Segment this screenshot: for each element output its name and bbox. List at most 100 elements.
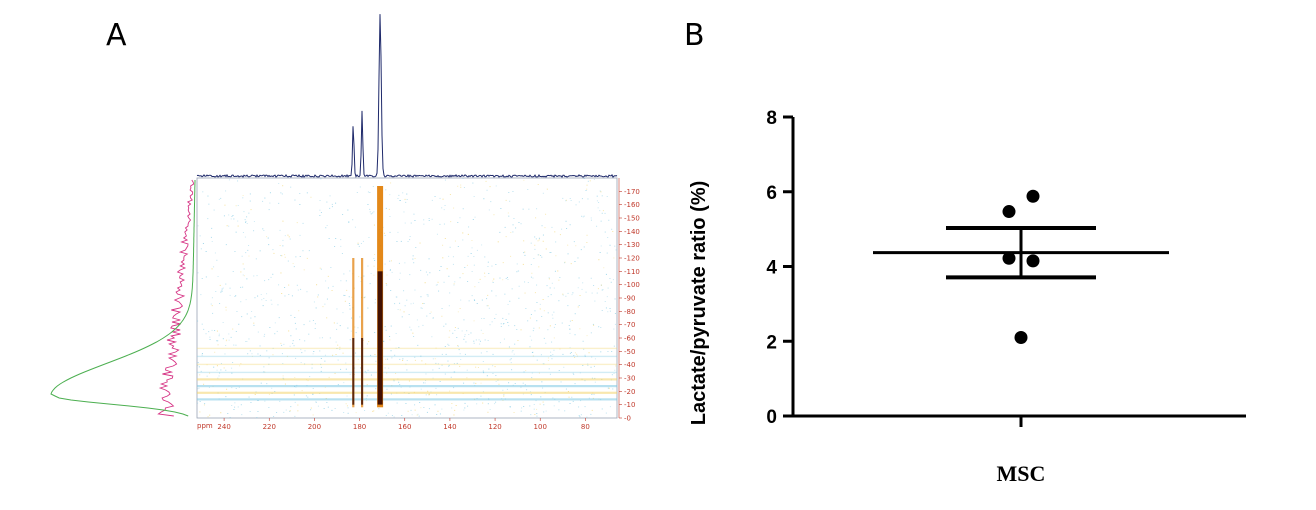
nmr-noise-dot: [500, 208, 502, 209]
nmr-noise-dot: [480, 352, 482, 354]
nmr-noise-dot: [231, 367, 233, 369]
nmr-noise-dot: [210, 236, 212, 238]
nmr-heatmap-chart: 240 220 200 180 160 140 120 100 80 -0 -10 -20 -30 -4…: [50, 14, 640, 431]
nmr-noise-dot: [569, 224, 571, 226]
nmr-noise-dot: [560, 381, 562, 383]
nmr-noise-dot: [447, 343, 449, 345]
nmr-noise-dot: [547, 360, 549, 361]
nmr-noise-dot: [384, 235, 386, 236]
nmr-noise-dot: [330, 267, 332, 268]
nmr-x-tick-label: 120: [488, 423, 501, 431]
nmr-noise-dot: [550, 355, 552, 356]
nmr-noise-dot: [609, 310, 611, 312]
nmr-noise-dot: [424, 282, 426, 284]
nmr-noise-dot: [391, 271, 393, 273]
nmr-noise-dot: [386, 388, 388, 390]
nmr-noise-dot: [364, 296, 366, 298]
nmr-noise-dot: [308, 250, 310, 252]
nmr-noise-dot: [508, 346, 510, 348]
nmr-noise-dot: [399, 302, 401, 304]
nmr-noise-dot: [487, 411, 489, 413]
nmr-noise-dot: [230, 336, 232, 338]
nmr-noise-dot: [435, 347, 437, 349]
nmr-noise-dot: [235, 344, 237, 346]
nmr-noise-dot: [509, 300, 511, 302]
nmr-noise-dot: [514, 343, 516, 345]
nmr-noise-dot: [607, 351, 609, 352]
nmr-noise-band: [197, 398, 617, 401]
nmr-noise-dot: [428, 394, 430, 396]
nmr-noise-dot: [403, 211, 405, 213]
nmr-y-tick-label: -50: [624, 348, 635, 356]
nmr-noise-dot: [470, 253, 472, 254]
nmr-noise-dot: [542, 401, 544, 403]
nmr-noise-dot: [220, 363, 222, 364]
nmr-noise-dot: [600, 220, 602, 222]
nmr-noise-dot: [220, 197, 222, 199]
nmr-noise-dot: [573, 355, 575, 356]
nmr-noise-dot: [541, 381, 543, 383]
nmr-noise-dot: [319, 267, 321, 269]
nmr-y-tick-label: -0: [624, 415, 631, 423]
nmr-noise-dot: [484, 256, 486, 258]
nmr-noise-dot: [458, 349, 460, 351]
nmr-noise-dot: [257, 331, 259, 333]
nmr-noise-dot: [394, 354, 396, 356]
nmr-noise-dot: [383, 232, 385, 234]
nmr-noise-dot: [558, 409, 560, 411]
nmr-noise-dot: [511, 369, 513, 371]
nmr-noise-dot: [484, 339, 486, 341]
nmr-noise-dot: [614, 313, 616, 314]
nmr-noise-dot: [575, 245, 577, 247]
nmr-noise-dot: [495, 313, 497, 315]
nmr-noise-dot: [235, 205, 237, 207]
nmr-noise-dot: [259, 345, 261, 347]
nmr-noise-dot: [594, 300, 596, 302]
nmr-noise-dot: [247, 353, 249, 355]
nmr-noise-dot: [200, 294, 202, 296]
nmr-noise-dot: [586, 188, 588, 190]
nmr-noise-dot: [591, 393, 593, 395]
nmr-noise-dot: [518, 222, 520, 223]
nmr-noise-dot: [457, 246, 459, 247]
nmr-noise-dot: [320, 268, 322, 270]
nmr-noise-dot: [613, 328, 615, 330]
nmr-noise-dot: [437, 410, 439, 412]
nmr-noise-dot: [263, 366, 265, 368]
nmr-noise-dot: [295, 357, 297, 359]
nmr-noise-dot: [198, 387, 200, 389]
nmr-noise-dot: [263, 298, 265, 299]
nmr-noise-dot: [473, 264, 475, 266]
nmr-noise-dot: [268, 407, 270, 408]
nmr-noise-dot: [474, 216, 476, 218]
nmr-noise-dot: [401, 415, 403, 416]
nmr-noise-dot: [542, 234, 544, 236]
nmr-noise-dot: [312, 320, 314, 321]
nmr-noise-dot: [396, 402, 398, 404]
nmr-noise-dot: [596, 195, 598, 197]
nmr-noise-dot: [582, 365, 584, 366]
nmr-noise-dot: [587, 180, 589, 182]
nmr-noise-dot: [509, 200, 511, 202]
nmr-noise-dot: [315, 307, 317, 309]
nmr-noise-dot: [523, 371, 525, 373]
nmr-noise-dot: [266, 236, 268, 238]
nmr-noise-dot: [535, 217, 537, 219]
nmr-noise-dot: [391, 357, 393, 359]
nmr-noise-dot: [372, 212, 374, 214]
nmr-noise-dot: [220, 369, 222, 371]
nmr-noise-dot: [427, 274, 429, 276]
nmr-noise-dot: [466, 369, 468, 371]
nmr-noise-dot: [310, 196, 312, 198]
nmr-noise-dot: [281, 353, 283, 355]
nmr-noise-dot: [454, 240, 456, 242]
nmr-noise-dot: [553, 337, 555, 339]
nmr-noise-dot: [425, 373, 427, 375]
nmr-noise-dot: [604, 212, 606, 214]
nmr-noise-dot: [512, 350, 514, 352]
nmr-noise-dot: [233, 344, 235, 346]
nmr-noise-dot: [438, 367, 440, 369]
nmr-noise-dot: [601, 212, 603, 214]
nmr-noise-dot: [243, 275, 245, 277]
nmr-noise-dot: [529, 346, 531, 348]
